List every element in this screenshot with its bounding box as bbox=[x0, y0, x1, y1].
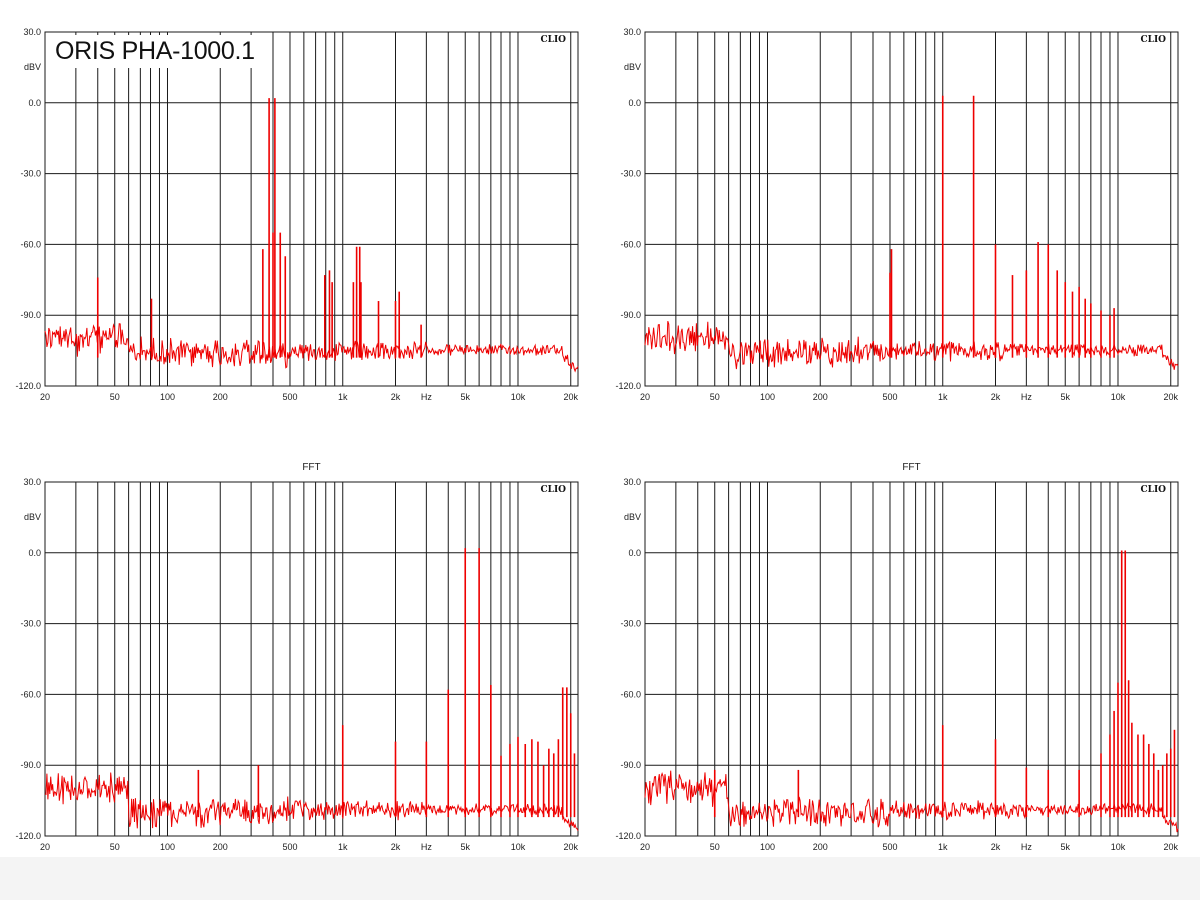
x-tick-label: 100 bbox=[760, 842, 775, 852]
chart-title: FFT bbox=[902, 462, 920, 473]
y-tick-label: 30.0 bbox=[23, 477, 41, 487]
y-tick-label: -120.0 bbox=[615, 831, 641, 841]
grid-lines bbox=[45, 32, 578, 386]
y-tick-label: -60.0 bbox=[20, 239, 41, 249]
x-tick-label: 100 bbox=[760, 392, 775, 402]
chart-panel-4: 30.0 0.0 -30.0 -60.0 -90.0 -120.0 dBV 20 50 100 20… bbox=[615, 462, 1179, 852]
x-tick-label: 1k bbox=[338, 842, 348, 852]
page-footer bbox=[0, 857, 1200, 900]
x-tick-label: 50 bbox=[110, 842, 120, 852]
x-tick-label: 20k bbox=[1163, 842, 1178, 852]
y-tick-label: 0.0 bbox=[628, 98, 641, 108]
x-tick-label: 500 bbox=[282, 392, 297, 402]
y-axis-label: dBV bbox=[24, 62, 41, 72]
plot-frame bbox=[44, 481, 579, 837]
y-tick-label: -90.0 bbox=[20, 760, 41, 770]
x-tick-label: 100 bbox=[160, 392, 175, 402]
x-tick-label: 20k bbox=[1163, 392, 1178, 402]
x-tick-label: 200 bbox=[213, 842, 228, 852]
chart-panel-3: 30.0 0.0 -30.0 -60.0 -90.0 -120.0 dBV 20 50 100 20… bbox=[15, 462, 579, 852]
x-tick-label: 500 bbox=[282, 842, 297, 852]
y-tick-label: -30.0 bbox=[20, 169, 41, 179]
x-tick-label: 200 bbox=[813, 842, 828, 852]
y-tick-label: 0.0 bbox=[28, 548, 41, 558]
device-title: ORIS PHA-1000.1 bbox=[49, 35, 261, 68]
x-tick-label: 2k bbox=[991, 392, 1001, 402]
y-tick-label: 30.0 bbox=[23, 27, 41, 37]
noise-floor-trace bbox=[644, 320, 1179, 370]
x-tick-label: 5k bbox=[460, 842, 470, 852]
x-tick-label: 2k bbox=[391, 392, 401, 402]
y-tick-label: -30.0 bbox=[20, 619, 41, 629]
y-tick-label: 30.0 bbox=[623, 477, 641, 487]
y-tick-label: -90.0 bbox=[20, 310, 41, 320]
y-tick-label: -30.0 bbox=[620, 619, 641, 629]
y-axis-label: dBV bbox=[624, 512, 641, 522]
x-tick-label: Hz bbox=[421, 392, 432, 402]
y-tick-label: 30.0 bbox=[623, 27, 641, 37]
grid-lines bbox=[645, 32, 1178, 386]
chart-panel-1: 30.0 0.0 -30.0 -60.0 -90.0 -120.0 dBV 20 50 100 20… bbox=[15, 27, 579, 402]
plot-frame bbox=[644, 481, 1179, 837]
x-tick-label: 20 bbox=[40, 842, 50, 852]
x-tick-label: 20 bbox=[640, 392, 650, 402]
y-tick-label: -60.0 bbox=[620, 239, 641, 249]
x-tick-label: 1k bbox=[338, 392, 348, 402]
x-tick-label: 2k bbox=[391, 842, 401, 852]
x-tick-label: 10k bbox=[1111, 392, 1126, 402]
brand-label: CLIO bbox=[1140, 485, 1166, 495]
y-tick-label: -120.0 bbox=[15, 381, 41, 391]
y-axis-label: dBV bbox=[24, 512, 41, 522]
x-tick-label: 20 bbox=[40, 392, 50, 402]
plot-frame bbox=[44, 31, 579, 387]
x-tick-label: 500 bbox=[882, 392, 897, 402]
x-tick-label: 10k bbox=[511, 392, 526, 402]
x-tick-label: 50 bbox=[710, 842, 720, 852]
y-axis-label: dBV bbox=[624, 62, 641, 72]
y-tick-label: -120.0 bbox=[615, 381, 641, 391]
chart-panel-2: 30.0 0.0 -30.0 -60.0 -90.0 -120.0 dBV 20 50 100 20… bbox=[615, 27, 1179, 402]
x-tick-label: 200 bbox=[813, 392, 828, 402]
brand-label: CLIO bbox=[1140, 35, 1166, 45]
x-tick-label: 50 bbox=[110, 392, 120, 402]
x-tick-label: 10k bbox=[1111, 842, 1126, 852]
brand-label: CLIO bbox=[540, 485, 566, 495]
x-tick-label: 50 bbox=[710, 392, 720, 402]
y-tick-label: -90.0 bbox=[620, 310, 641, 320]
x-tick-label: 20k bbox=[563, 842, 578, 852]
brand-label: CLIO bbox=[540, 35, 566, 45]
x-tick-label: 20k bbox=[563, 392, 578, 402]
fft-charts-figure: 30.0 0.0 -30.0 -60.0 -90.0 -120.0 dBV 20 50 100 20… bbox=[15, 27, 1179, 852]
x-tick-label: 1k bbox=[938, 842, 948, 852]
noise-floor-trace bbox=[44, 772, 579, 831]
x-tick-label: 20 bbox=[640, 842, 650, 852]
y-tick-label: -60.0 bbox=[620, 689, 641, 699]
x-tick-label: 2k bbox=[991, 842, 1001, 852]
x-tick-label: 5k bbox=[460, 392, 470, 402]
x-tick-label: 100 bbox=[160, 842, 175, 852]
y-tick-label: -60.0 bbox=[20, 689, 41, 699]
x-tick-label: Hz bbox=[1021, 842, 1032, 852]
x-tick-label: Hz bbox=[421, 842, 432, 852]
x-tick-label: 200 bbox=[213, 392, 228, 402]
y-tick-label: -30.0 bbox=[620, 169, 641, 179]
y-tick-label: -90.0 bbox=[620, 760, 641, 770]
x-tick-label: 500 bbox=[882, 842, 897, 852]
x-tick-label: 5k bbox=[1060, 842, 1070, 852]
x-tick-label: 5k bbox=[1060, 392, 1070, 402]
plot-frame bbox=[644, 31, 1179, 387]
x-tick-label: 10k bbox=[511, 842, 526, 852]
chart-title: FFT bbox=[302, 462, 320, 473]
y-tick-label: -120.0 bbox=[15, 831, 41, 841]
noise-floor-trace bbox=[644, 770, 1179, 833]
y-tick-label: 0.0 bbox=[28, 98, 41, 108]
x-tick-label: 1k bbox=[938, 392, 948, 402]
x-tick-label: Hz bbox=[1021, 392, 1032, 402]
y-tick-label: 0.0 bbox=[628, 548, 641, 558]
noise-floor-trace bbox=[44, 323, 579, 373]
